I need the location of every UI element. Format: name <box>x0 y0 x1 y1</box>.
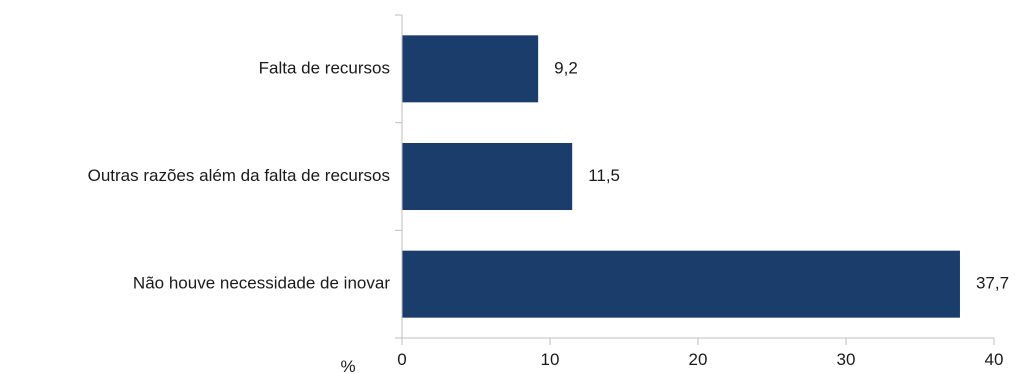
category-label: Não houve necessidade de inovar <box>133 274 390 293</box>
bar-1 <box>402 35 539 103</box>
x-tick-label: 20 <box>689 350 708 369</box>
data-label: 37,7 <box>976 274 1009 293</box>
data-label: 11,5 <box>588 166 620 185</box>
bars <box>402 35 960 318</box>
x-tick-label: 40 <box>985 350 1004 369</box>
x-tick-label: 30 <box>837 350 856 369</box>
labels: Falta de recursos 9,2 Outras razões além d… <box>88 58 1009 374</box>
x-tick-label: 10 <box>541 350 560 369</box>
bar-2 <box>402 143 573 210</box>
x-tick-label: 0 <box>397 350 406 369</box>
bar-3 <box>402 250 960 318</box>
data-label: 9,2 <box>554 58 578 77</box>
category-label: Falta de recursos <box>259 58 390 77</box>
category-label: Outras razões além da falta de recursos <box>88 166 390 185</box>
x-axis-unit-label: % <box>340 357 355 374</box>
axes <box>395 14 995 345</box>
